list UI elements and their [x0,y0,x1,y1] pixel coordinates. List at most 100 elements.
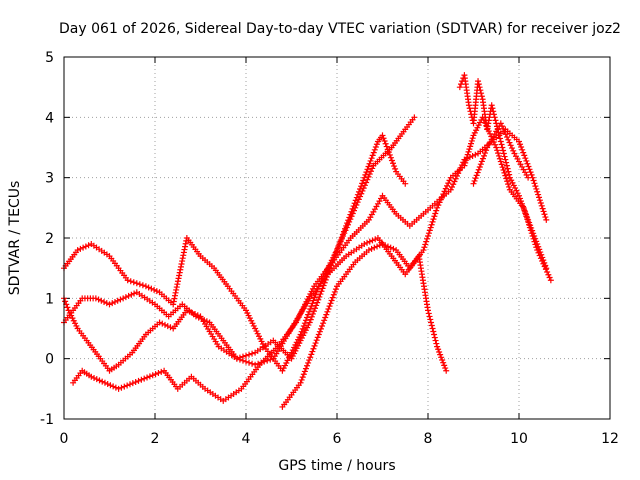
data-point [504,178,511,185]
data-point [500,125,507,132]
data-point [506,171,513,178]
data-point [471,177,478,184]
data-point [310,297,317,304]
data-point [359,180,366,187]
data-point [372,236,379,243]
y-tick-label: 0 [45,352,54,368]
data-point [532,183,539,190]
data-point [315,296,322,303]
data-point [423,238,430,245]
data-point [327,300,334,307]
data-point [446,177,453,184]
data-point [524,160,531,167]
data-point [332,286,339,293]
data-point [319,323,326,330]
data-point [425,232,431,239]
data-point [186,308,193,315]
data-point [379,132,386,139]
data-point [300,323,307,330]
data-point [362,171,369,178]
data-point [368,245,375,252]
data-point [391,163,398,170]
data-point [427,316,434,323]
data-point [117,296,124,303]
data-point [309,348,316,355]
data-point [149,372,156,379]
grid-layer [63,56,611,420]
data-point [103,300,110,307]
data-point [435,202,442,209]
data-point [524,214,531,221]
data-point [519,200,526,207]
data-point [499,144,506,151]
data-point [436,199,443,206]
data-point [428,319,435,326]
data-point [153,288,160,295]
x-tick-label: 8 [424,431,433,447]
data-point [425,230,432,237]
data-point [112,384,119,391]
data-point [482,150,489,157]
data-point [192,311,199,318]
data-point [529,227,536,234]
data-point [539,205,546,212]
data-point [104,381,111,388]
data-point [490,111,497,118]
data-point [430,328,437,335]
data-point [540,257,547,264]
data-point [367,168,374,175]
data-point [461,162,468,169]
data-point [368,155,375,162]
data-point [467,143,474,150]
data-point [335,242,342,249]
data-point [305,359,312,366]
data-point [318,288,325,295]
data-point [535,191,542,198]
data-point [444,182,451,189]
data-point [543,265,550,272]
data-point [495,150,502,157]
data-point [120,295,127,302]
data-point [343,222,350,229]
data-point [531,232,538,239]
data-point [307,354,314,361]
data-point [304,362,311,369]
data-point [519,146,526,153]
data-point [316,293,323,300]
data-point [481,152,487,159]
data-point [508,145,515,152]
data-point [537,249,544,256]
y-axis-ticks: -1 0 1 2 3 4 5 [40,50,54,428]
data-point [521,206,528,213]
data-point [427,224,434,231]
data-point [465,148,472,155]
data-point [430,216,437,223]
data-point [527,169,534,176]
data-point [151,286,158,293]
data-point [331,288,338,295]
data-point [431,331,438,338]
series-sat-a [61,114,418,374]
data-point [504,165,511,172]
data-point [516,138,522,145]
data-point [442,365,449,372]
data-point [386,151,393,158]
data-point [74,247,81,254]
data-point [127,278,134,285]
data-point [426,227,433,234]
data-point [496,132,503,139]
data-point [506,139,513,146]
data-point [323,311,330,318]
data-point [317,291,324,298]
data-point [367,157,374,164]
data-point [390,245,397,252]
data-point [507,142,514,149]
data-point [129,380,136,387]
data-point [333,248,340,255]
data-point [501,169,508,176]
data-point [124,277,131,284]
data-point [346,214,353,221]
data-point [312,305,319,312]
data-point [475,166,482,173]
data-point [313,302,320,309]
